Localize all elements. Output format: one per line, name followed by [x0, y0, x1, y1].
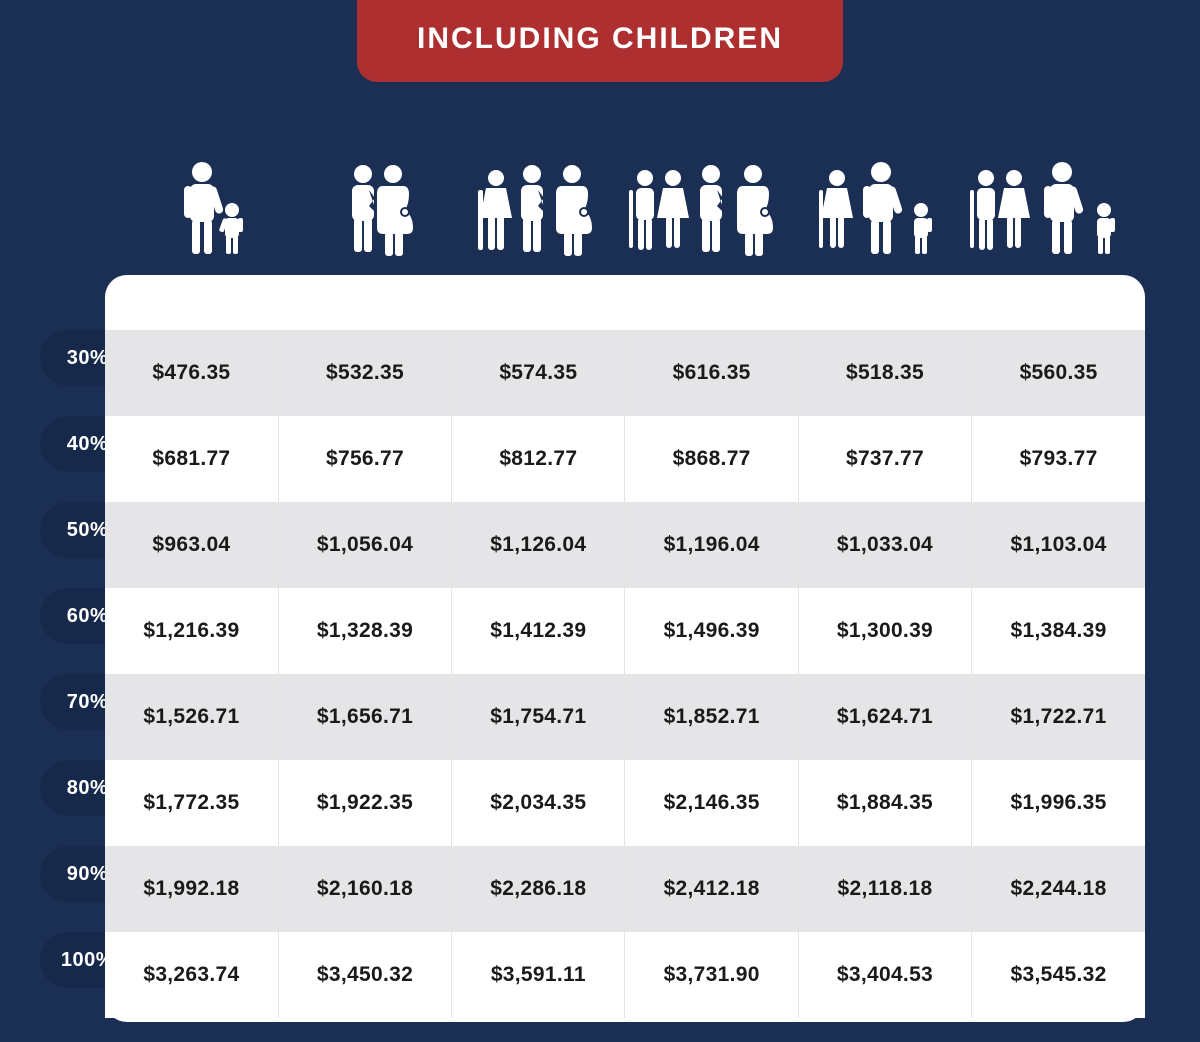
rate-cell: $2,118.18 — [798, 846, 971, 932]
one-parent-veteran-child-icon — [817, 160, 957, 260]
rate-cell: $1,126.04 — [452, 502, 625, 588]
rate-cell: $3,263.74 — [105, 932, 278, 1018]
rate-cell: $1,328.39 — [278, 588, 451, 674]
rate-cell: $756.77 — [278, 416, 451, 502]
rate-cell: $1,996.35 — [972, 760, 1145, 846]
rate-cell: $963.04 — [105, 502, 278, 588]
col-icon-5 — [804, 160, 970, 260]
rate-cell: $1,624.71 — [798, 674, 971, 760]
rate-cell: $574.35 — [452, 330, 625, 416]
rate-cell: $1,033.04 — [798, 502, 971, 588]
rate-cell: $1,852.71 — [625, 674, 798, 760]
rate-cell: $1,412.39 — [452, 588, 625, 674]
rate-cell: $1,103.04 — [972, 502, 1145, 588]
rate-cell: $812.77 — [452, 416, 625, 502]
rate-cell: $868.77 — [625, 416, 798, 502]
column-icons-row — [130, 150, 1145, 260]
table-row: $3,263.74 $3,450.32 $3,591.11 $3,731.90 … — [105, 932, 1145, 1018]
rate-cell: $1,722.71 — [972, 674, 1145, 760]
rate-cell: $2,034.35 — [452, 760, 625, 846]
rate-cell: $1,300.39 — [798, 588, 971, 674]
table-row: $1,992.18 $2,160.18 $2,286.18 $2,412.18 … — [105, 846, 1145, 932]
rate-cell: $1,884.35 — [798, 760, 971, 846]
col-icon-1 — [130, 160, 296, 260]
rates-panel: $476.35 $532.35 $574.35 $616.35 $518.35 … — [105, 275, 1145, 1022]
col-icon-4 — [629, 160, 804, 260]
rate-cell: $560.35 — [972, 330, 1145, 416]
rate-cell: $1,754.71 — [452, 674, 625, 760]
col-icon-6 — [970, 160, 1145, 260]
rate-cell: $2,286.18 — [452, 846, 625, 932]
rate-cell: $518.35 — [798, 330, 971, 416]
rate-cell: $1,056.04 — [278, 502, 451, 588]
table-row: $681.77 $756.77 $812.77 $868.77 $737.77 … — [105, 416, 1145, 502]
spouse-one-parent-pregnant-icon — [478, 160, 613, 260]
veteran-with-child-icon — [178, 160, 248, 260]
rate-cell: $2,412.18 — [625, 846, 798, 932]
rate-cell: $1,526.71 — [105, 674, 278, 760]
rate-cell: $1,992.18 — [105, 846, 278, 932]
rate-cell: $737.77 — [798, 416, 971, 502]
rate-cell: $3,591.11 — [452, 932, 625, 1018]
rate-cell: $616.35 — [625, 330, 798, 416]
table-row: $476.35 $532.35 $574.35 $616.35 $518.35 … — [105, 330, 1145, 416]
rate-cell: $3,404.53 — [798, 932, 971, 1018]
rate-cell: $1,196.04 — [625, 502, 798, 588]
table-row: $1,216.39 $1,328.39 $1,412.39 $1,496.39 … — [105, 588, 1145, 674]
spouse-two-parents-pregnant-icon — [629, 160, 804, 260]
rate-cell: $681.77 — [105, 416, 278, 502]
rate-cell: $476.35 — [105, 330, 278, 416]
two-parents-veteran-child-icon — [970, 160, 1145, 260]
spouse-pregnant-icon — [339, 160, 419, 260]
rate-cell: $1,216.39 — [105, 588, 278, 674]
rate-cell: $532.35 — [278, 330, 451, 416]
rate-cell: $3,731.90 — [625, 932, 798, 1018]
section-title: INCLUDING CHILDREN — [357, 0, 843, 82]
table-row: $1,772.35 $1,922.35 $2,034.35 $2,146.35 … — [105, 760, 1145, 846]
rate-cell: $1,656.71 — [278, 674, 451, 760]
table-row: $1,526.71 $1,656.71 $1,754.71 $1,852.71 … — [105, 674, 1145, 760]
rate-cell: $1,384.39 — [972, 588, 1145, 674]
table-row: $963.04 $1,056.04 $1,126.04 $1,196.04 $1… — [105, 502, 1145, 588]
rate-cell: $2,146.35 — [625, 760, 798, 846]
rate-cell: $2,244.18 — [972, 846, 1145, 932]
rate-cell: $2,160.18 — [278, 846, 451, 932]
rate-cell: $1,772.35 — [105, 760, 278, 846]
rate-cell: $3,545.32 — [972, 932, 1145, 1018]
col-icon-3 — [463, 160, 629, 260]
rate-cell: $3,450.32 — [278, 932, 451, 1018]
rate-cell: $1,922.35 — [278, 760, 451, 846]
rate-cell: $1,496.39 — [625, 588, 798, 674]
col-icon-2 — [296, 160, 462, 260]
rates-table: $476.35 $532.35 $574.35 $616.35 $518.35 … — [105, 330, 1145, 1018]
rate-cell: $793.77 — [972, 416, 1145, 502]
